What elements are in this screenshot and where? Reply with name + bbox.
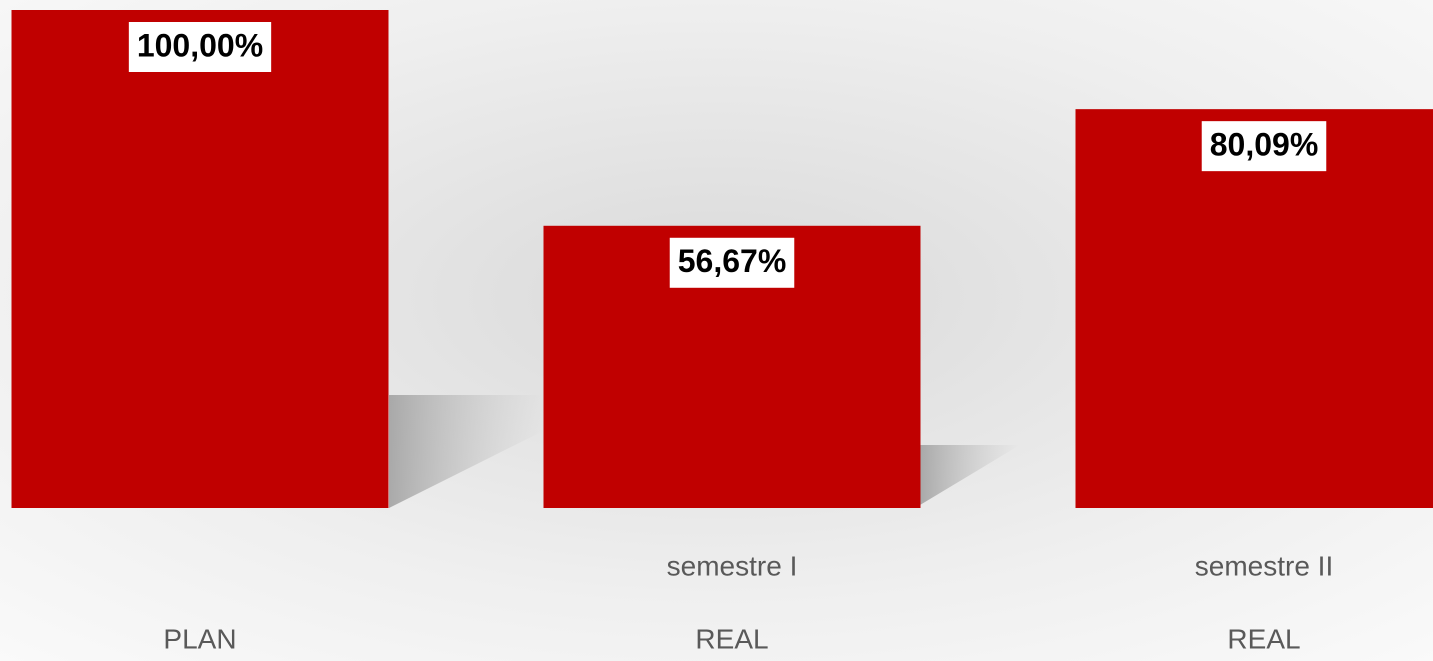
value-label: 80,09% bbox=[1210, 127, 1319, 163]
value-label: 56,67% bbox=[678, 243, 787, 279]
x-tick-label: PLAN bbox=[163, 623, 236, 654]
bar bbox=[1075, 109, 1433, 509]
x-tick-sublabel: semestre II bbox=[1195, 550, 1333, 581]
shadow bbox=[920, 445, 1020, 505]
value-label-box bbox=[128, 22, 272, 72]
shadow bbox=[389, 395, 545, 508]
bar bbox=[11, 10, 389, 508]
value-label-box bbox=[669, 237, 795, 288]
x-tick-label: REAL bbox=[695, 623, 768, 654]
value-label-box bbox=[1201, 121, 1327, 172]
value-label: 100,00% bbox=[137, 27, 263, 63]
x-tick-sublabel: semestre I bbox=[667, 550, 798, 581]
x-tick-label: REAL bbox=[1227, 623, 1300, 654]
